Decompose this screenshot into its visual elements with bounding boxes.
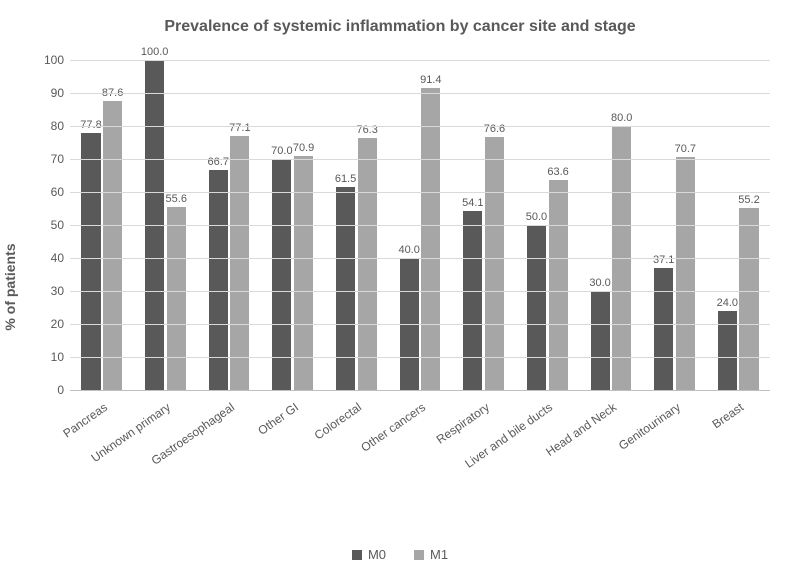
bar-m1: 91.4 [421,88,440,390]
bar-m1: 87.6 [103,101,122,390]
y-tick-label: 80 [51,119,70,133]
legend-item-m0: M0 [352,546,386,562]
bar-value-label: 55.2 [738,194,759,208]
y-tick-label: 30 [51,284,70,298]
bar-m0: 30.0 [591,291,610,390]
bar-value-label: 66.7 [208,156,229,170]
x-tick-label: Other cancers [358,400,428,455]
bar-m1: 77.1 [230,136,249,390]
gridline [70,93,770,94]
x-axis-labels: PancreasUnknown primaryGastroesophagealO… [70,392,770,512]
plot-area: 77.887.6100.055.666.777.170.070.961.576.… [70,60,770,391]
x-tick-label: Other GI [255,400,301,438]
y-tick-label: 0 [57,383,70,397]
y-tick-label: 90 [51,86,70,100]
bar-value-label: 40.0 [398,244,419,258]
bar-value-label: 70.0 [271,145,292,159]
y-axis-label: % of patients [2,243,18,330]
bar-m0: 61.5 [336,187,355,390]
bar-value-label: 80.0 [611,112,632,126]
bar-m0: 77.8 [81,133,100,390]
bar-value-label: 54.1 [462,197,483,211]
legend-text: M0 [368,547,386,562]
bar-value-label: 61.5 [335,173,356,187]
bar-value-label: 63.6 [547,166,568,180]
y-tick-label: 40 [51,251,70,265]
gridline [70,192,770,193]
bar-m1: 76.3 [358,138,377,390]
gridline [70,159,770,160]
gridline [70,126,770,127]
gridline [70,357,770,358]
legend-item-m1: M1 [414,546,448,562]
gridline [70,225,770,226]
bar-m0: 50.0 [527,225,546,390]
bar-m1: 55.6 [167,207,186,390]
y-tick-label: 60 [51,185,70,199]
y-tick-label: 100 [44,53,70,67]
y-tick-label: 10 [51,350,70,364]
chart-container: Prevalence of systemic inflammation by c… [0,0,800,574]
chart-title: Prevalence of systemic inflammation by c… [0,18,800,36]
x-tick-label: Respiratory [433,400,491,447]
bar-m0: 24.0 [718,311,737,390]
bar-m1: 76.6 [485,137,504,390]
x-tick-label: Pancreas [60,400,110,441]
y-tick-label: 70 [51,152,70,166]
gridline [70,291,770,292]
bar-m1: 63.6 [549,180,568,390]
bar-m0: 37.1 [654,268,673,390]
gridline [70,60,770,61]
bar-value-label: 50.0 [526,211,547,225]
bar-value-label: 100.0 [141,46,169,60]
x-tick-label: Genitourinary [616,400,683,453]
x-tick-label: Head and Neck [543,400,619,459]
bar-value-label: 30.0 [589,277,610,291]
bar-value-label: 70.7 [675,143,696,157]
bar-m0: 54.1 [463,211,482,390]
legend-swatch [414,550,424,560]
bar-m0: 70.0 [272,159,291,390]
x-tick-label: Colorectal [312,400,364,442]
legend-text: M1 [430,547,448,562]
y-tick-label: 50 [51,218,70,232]
bar-m1: 55.2 [739,208,758,390]
bar-value-label: 55.6 [166,193,187,207]
y-tick-label: 20 [51,317,70,331]
legend-swatch [352,550,362,560]
legend: M0 M1 [0,546,800,562]
bar-value-label: 77.1 [229,122,250,136]
gridline [70,324,770,325]
bar-value-label: 70.9 [293,142,314,156]
bar-value-label: 37.1 [653,254,674,268]
x-tick-label: Breast [710,400,746,431]
bar-value-label: 24.0 [717,297,738,311]
bar-value-label: 91.4 [420,74,441,88]
gridline [70,258,770,259]
